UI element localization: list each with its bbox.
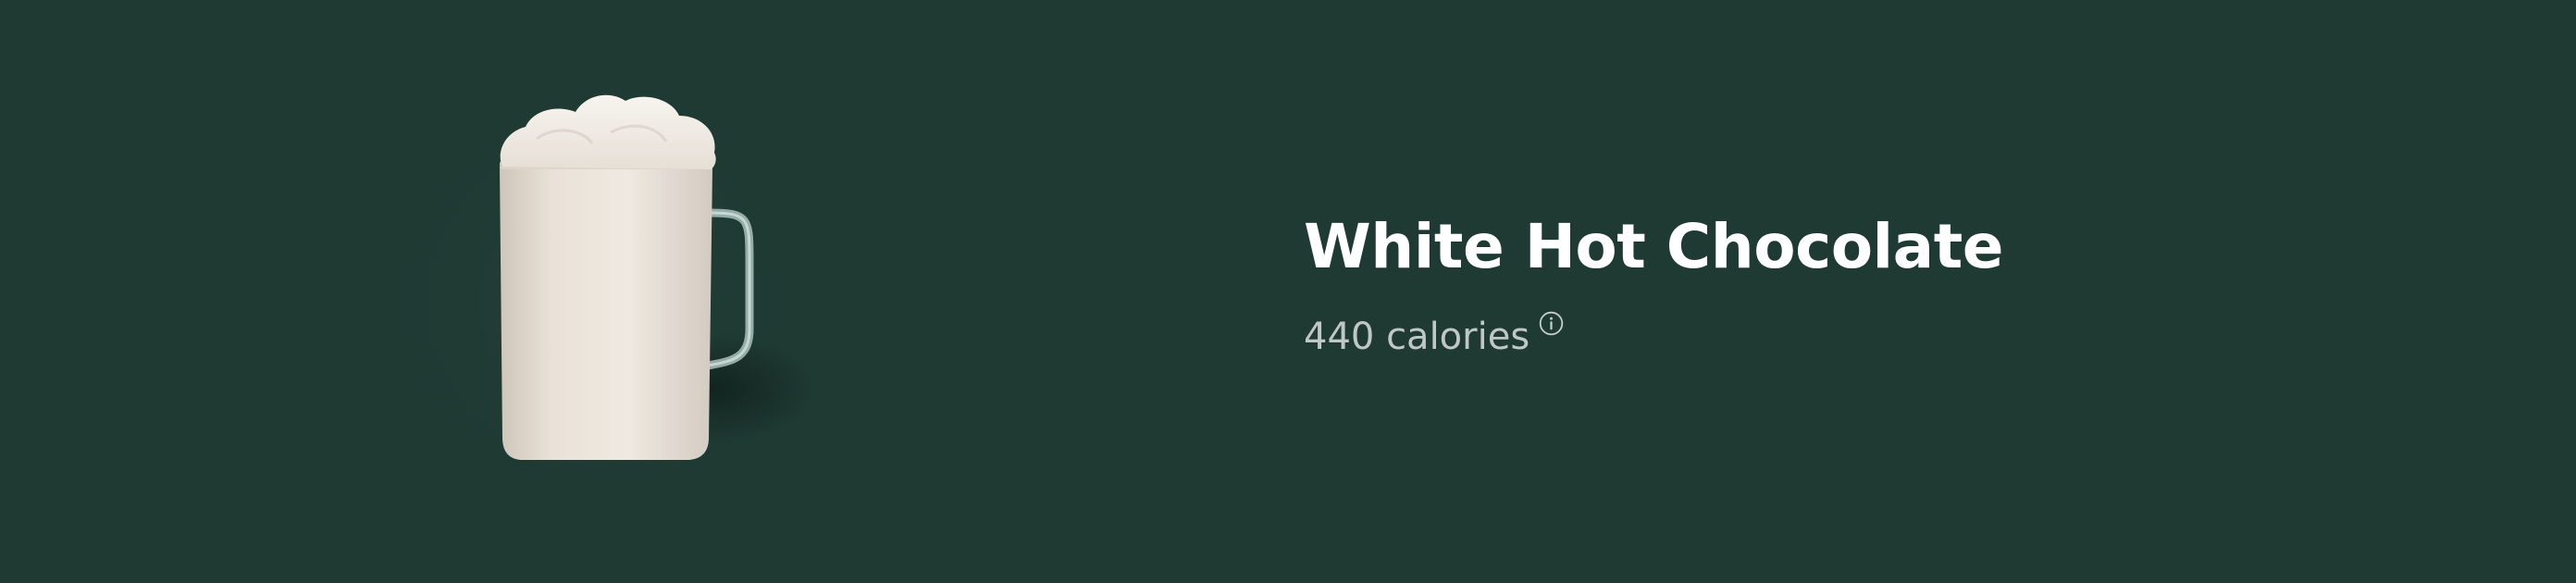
calories-text: 440 calories xyxy=(1304,316,1530,358)
product-image xyxy=(315,51,870,532)
product-info: White Hot Chocolate 440 calories xyxy=(1304,205,2322,363)
white-hot-chocolate-mug-icon xyxy=(361,69,824,532)
product-title: White Hot Chocolate xyxy=(1304,211,2004,282)
info-icon[interactable] xyxy=(1539,311,1564,336)
calories-row: 440 calories xyxy=(1304,311,2322,363)
